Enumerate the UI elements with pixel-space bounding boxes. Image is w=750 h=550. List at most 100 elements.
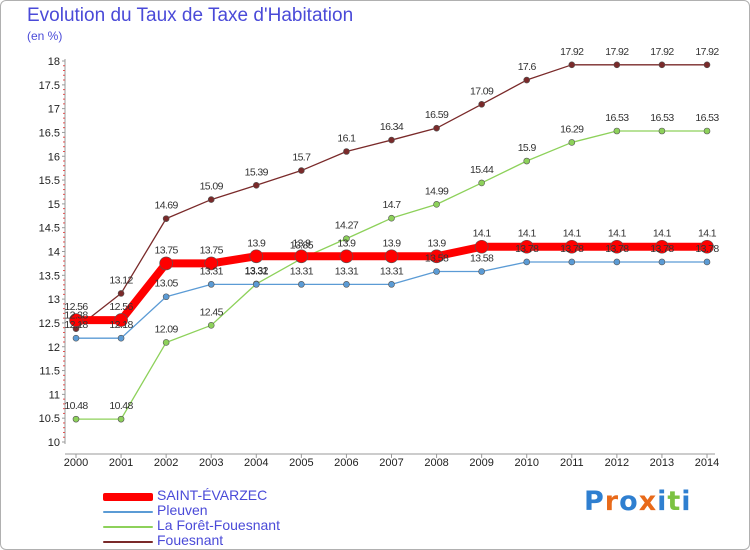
data-point-saint-evarzec (114, 313, 128, 327)
data-label-la-foret-fouesnant: 15.44 (470, 164, 494, 176)
data-label-pleuven: 13.31 (290, 265, 314, 277)
data-label-saint-evarzec: 13.9 (382, 237, 401, 249)
data-point-saint-evarzec (700, 239, 714, 254)
data-label-saint-evarzec: 13.9 (247, 237, 266, 249)
data-label-saint-evarzec: 12.56 (64, 301, 88, 313)
data-label-pleuven: 13.78 (560, 243, 584, 255)
data-label-saint-evarzec: 14.1 (473, 228, 492, 240)
data-point-la-foret-fouesnant (568, 139, 576, 146)
y-tick-label: 11 (49, 389, 60, 401)
x-tick-label: 2010 (514, 457, 538, 469)
data-point-saint-evarzec (159, 256, 173, 271)
data-point-saint-evarzec (249, 249, 264, 264)
data-point-saint-evarzec (519, 239, 534, 254)
chart-title: Evolution du Taux de Taxe d'Habitation (27, 5, 354, 26)
logo-letter: t (667, 486, 682, 517)
data-label-saint-evarzec: 12.56 (109, 301, 133, 313)
data-point-fouesnant (207, 196, 215, 203)
data-point-pleuven (478, 268, 485, 275)
proxiti-logo: Proxiti (584, 486, 692, 517)
x-tick-label: 2008 (424, 457, 448, 469)
x-tick-label: 2001 (109, 457, 133, 469)
data-point-saint-evarzec (610, 239, 624, 254)
legend-label: SAINT-ÉVARZEC (157, 487, 268, 503)
data-point-fouesnant (162, 215, 170, 222)
data-point-pleuven (703, 258, 711, 266)
data-point-pleuven (343, 281, 350, 288)
data-point-la-foret-fouesnant (433, 201, 440, 208)
data-point-saint-evarzec (474, 239, 489, 254)
data-label-pleuven: 12.18 (64, 319, 88, 331)
x-tick-label: 2003 (199, 457, 223, 469)
x-tick-label: 2014 (695, 457, 719, 469)
data-label-fouesnant: 12.38 (64, 310, 88, 322)
y-tick-label: 12.5 (39, 318, 60, 330)
data-point-pleuven (433, 268, 440, 275)
data-point-la-foret-fouesnant (703, 127, 711, 135)
data-label-saint-evarzec: 13.75 (200, 244, 224, 256)
data-point-pleuven (117, 334, 125, 342)
data-point-pleuven (388, 281, 395, 288)
legend-label: Pleuven (157, 502, 208, 518)
x-tick-label: 2013 (650, 457, 674, 469)
data-label-saint-evarzec: 14.1 (608, 228, 627, 240)
y-tick-label: 16.5 (39, 127, 60, 139)
x-tick-label: 2011 (560, 457, 584, 469)
data-label-saint-evarzec: 14.1 (698, 228, 717, 240)
data-label-fouesnant: 17.92 (560, 46, 584, 58)
data-label-fouesnant: 17.92 (650, 46, 674, 58)
data-label-saint-evarzec: 14.1 (518, 228, 537, 240)
data-point-saint-evarzec (204, 256, 219, 271)
chart-unit-label: (en %) (27, 29, 63, 43)
logo-letter: i (681, 486, 692, 517)
data-point-pleuven (568, 258, 576, 266)
y-tick-label: 18 (48, 56, 60, 68)
data-label-la-foret-fouesnant: 14.99 (425, 185, 449, 197)
data-point-la-foret-fouesnant (207, 322, 215, 329)
data-point-saint-evarzec (564, 239, 579, 254)
data-point-saint-evarzec (384, 249, 399, 264)
data-label-pleuven: 13.78 (695, 243, 719, 255)
data-label-pleuven: 13.58 (470, 253, 494, 265)
data-point-pleuven (523, 258, 531, 266)
data-point-fouesnant (478, 101, 485, 108)
x-tick-label: 2009 (469, 457, 493, 469)
data-label-la-foret-fouesnant: 13.32 (245, 265, 269, 277)
data-point-saint-evarzec (339, 249, 354, 264)
data-label-la-foret-fouesnant: 12.45 (200, 306, 224, 318)
data-label-saint-evarzec: 13.9 (292, 237, 311, 249)
data-point-la-foret-fouesnant (523, 157, 531, 165)
data-label-fouesnant: 16.34 (380, 121, 404, 133)
data-label-pleuven: 13.78 (650, 243, 674, 255)
data-label-saint-evarzec: 13.75 (155, 244, 179, 256)
x-tick-label: 2002 (154, 457, 178, 469)
logo-letter: i (657, 486, 668, 517)
y-tick-label: 15.5 (39, 175, 60, 187)
data-point-pleuven (72, 334, 80, 342)
data-point-pleuven (298, 281, 305, 288)
data-point-la-foret-fouesnant (162, 339, 170, 346)
data-label-fouesnant: 17.92 (695, 46, 719, 58)
legend-swatch (103, 540, 153, 543)
data-label-fouesnant: 16.1 (337, 132, 356, 144)
data-label-fouesnant: 16.59 (425, 109, 449, 121)
data-point-la-foret-fouesnant (343, 235, 350, 242)
data-point-saint-evarzec (294, 249, 309, 264)
data-point-pleuven (252, 281, 260, 288)
data-label-pleuven: 13.78 (605, 243, 629, 255)
data-point-fouesnant (343, 148, 350, 155)
x-tick-label: 2006 (334, 457, 358, 469)
data-point-fouesnant (523, 76, 531, 84)
data-label-la-foret-fouesnant: 14.7 (382, 199, 401, 211)
y-tick-label: 13.5 (39, 270, 60, 282)
data-label-fouesnant: 13.12 (109, 274, 133, 286)
legend-swatch (103, 492, 153, 501)
data-point-saint-evarzec (69, 313, 83, 327)
y-tick-label: 17 (48, 104, 60, 116)
data-label-pleuven: 13.31 (245, 265, 269, 277)
data-label-fouesnant: 17.09 (470, 85, 494, 97)
legend-swatch (103, 525, 153, 528)
data-label-pleuven: 13.31 (200, 265, 224, 277)
data-label-la-foret-fouesnant: 15.9 (518, 142, 537, 154)
